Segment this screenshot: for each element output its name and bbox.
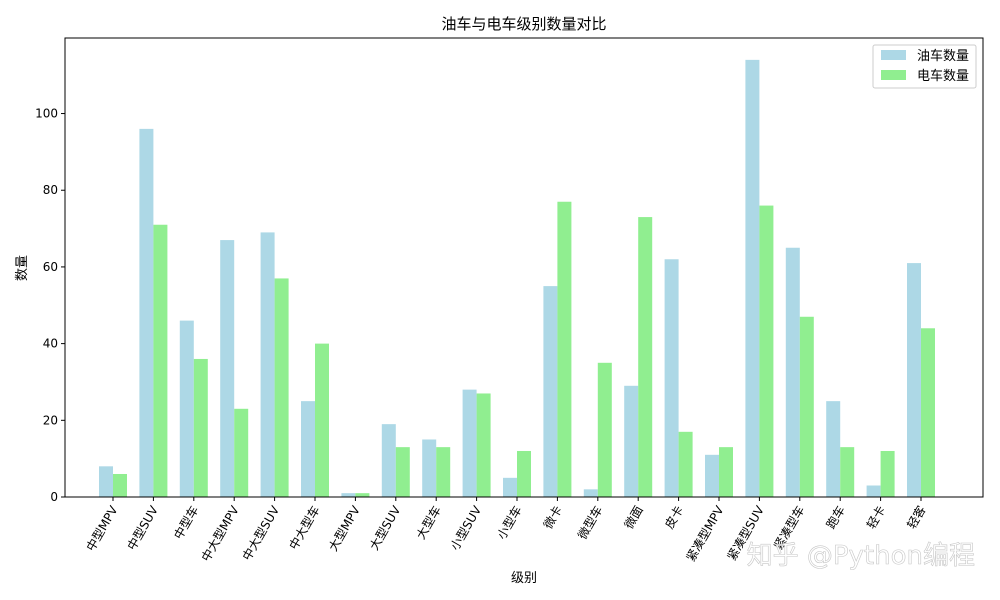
bar-oil-6 xyxy=(341,493,356,497)
bar-oil-1 xyxy=(139,128,154,497)
bar-ev-17 xyxy=(799,316,814,497)
x-tick-label: 微面 xyxy=(622,504,646,532)
bar-oil-10 xyxy=(503,477,517,497)
y-axis: 0 20 40 60 80 100 xyxy=(35,107,65,504)
bar-oil-3 xyxy=(220,240,235,497)
bar-oil-9 xyxy=(462,389,477,497)
x-tick-label: 微卡 xyxy=(541,504,565,532)
legend-label-oil: 油车数量 xyxy=(917,48,969,64)
x-tick-label: 中型车 xyxy=(170,503,201,542)
bar-ev-16 xyxy=(759,205,774,497)
bar-oil-16 xyxy=(745,59,760,498)
legend-label-ev: 电车数量 xyxy=(917,68,969,84)
bar-oil-7 xyxy=(381,424,396,497)
y-axis-label: 数量 xyxy=(15,255,30,281)
x-tick-label: 跑车 xyxy=(823,503,848,531)
bar-oil-5 xyxy=(301,401,315,497)
bar-ev-2 xyxy=(193,358,208,497)
bar-ev-7 xyxy=(395,447,410,497)
bar-ev-0 xyxy=(113,473,127,497)
x-tick-label: 轻客 xyxy=(904,503,929,531)
x-tick-label: 微型车 xyxy=(574,503,605,542)
bar-oil-20 xyxy=(907,263,921,497)
x-tick-label: 皮卡 xyxy=(662,504,686,532)
y-tick-label: 60 xyxy=(43,260,58,274)
bar-ev-4 xyxy=(274,278,289,497)
bar-ev-20 xyxy=(921,328,935,497)
bar-ev-13 xyxy=(638,217,653,497)
x-tick-label: 中大型车 xyxy=(286,503,323,552)
x-tick-label: 大型SUV xyxy=(367,503,404,553)
x-tick-label: 小型车 xyxy=(494,503,525,542)
x-tick-label: 紧凑型MPV xyxy=(684,503,727,564)
bar-oil-14 xyxy=(664,259,679,497)
x-tick-label: 中大型SUV xyxy=(239,502,283,563)
x-tick-label: 中型MPV xyxy=(83,502,121,553)
x-tick-label: 小型SUV xyxy=(448,503,485,553)
bar-ev-10 xyxy=(517,450,531,497)
y-tick-label: 20 xyxy=(43,413,58,427)
bar-ev-3 xyxy=(234,408,249,497)
bar-oil-15 xyxy=(705,454,719,497)
bar-ev-11 xyxy=(557,201,572,498)
bar-oil-17 xyxy=(785,247,800,497)
bar-oil-11 xyxy=(543,286,558,497)
x-tick-label: 大型MPV xyxy=(326,503,363,554)
bar-ev-12 xyxy=(597,362,612,497)
bar-ev-6 xyxy=(355,493,370,497)
bar-ev-1 xyxy=(153,224,168,498)
y-tick-label: 100 xyxy=(35,107,58,121)
legend-swatch-oil xyxy=(881,50,906,60)
x-tick-label: 中大型MPV xyxy=(198,502,242,564)
y-tick-label: 80 xyxy=(43,183,58,197)
bars-group xyxy=(99,59,935,498)
x-tick-label: 中型SUV xyxy=(124,502,162,552)
bar-ev-18 xyxy=(840,447,855,497)
y-tick-label: 40 xyxy=(43,337,58,351)
bar-ev-8 xyxy=(436,447,451,497)
bar-oil-2 xyxy=(179,320,194,497)
x-axis-label: 级别 xyxy=(511,571,537,586)
bar-oil-8 xyxy=(422,439,437,497)
plot-frame xyxy=(64,37,984,498)
bar-oil-4 xyxy=(260,232,275,497)
bar-oil-0 xyxy=(99,466,113,497)
chart-title: 油车与电车级别数量对比 xyxy=(441,15,606,33)
bar-ev-19 xyxy=(880,450,895,497)
bar-oil-13 xyxy=(624,385,639,497)
x-tick-label: 轻卡 xyxy=(864,504,888,532)
watermark: 知乎 @Python编程 xyxy=(747,541,975,571)
bar-oil-12 xyxy=(583,489,598,497)
legend-swatch-ev xyxy=(881,70,906,80)
bar-oil-18 xyxy=(826,401,841,497)
x-tick-label: 大型车 xyxy=(413,503,444,542)
bar-ev-9 xyxy=(476,393,491,497)
y-tick-label: 0 xyxy=(50,490,58,504)
bar-ev-5 xyxy=(315,343,329,497)
legend: 油车数量 电车数量 xyxy=(872,44,977,89)
bar-ev-14 xyxy=(678,431,693,497)
bar-oil-19 xyxy=(866,485,881,497)
bar-ev-15 xyxy=(719,447,733,497)
